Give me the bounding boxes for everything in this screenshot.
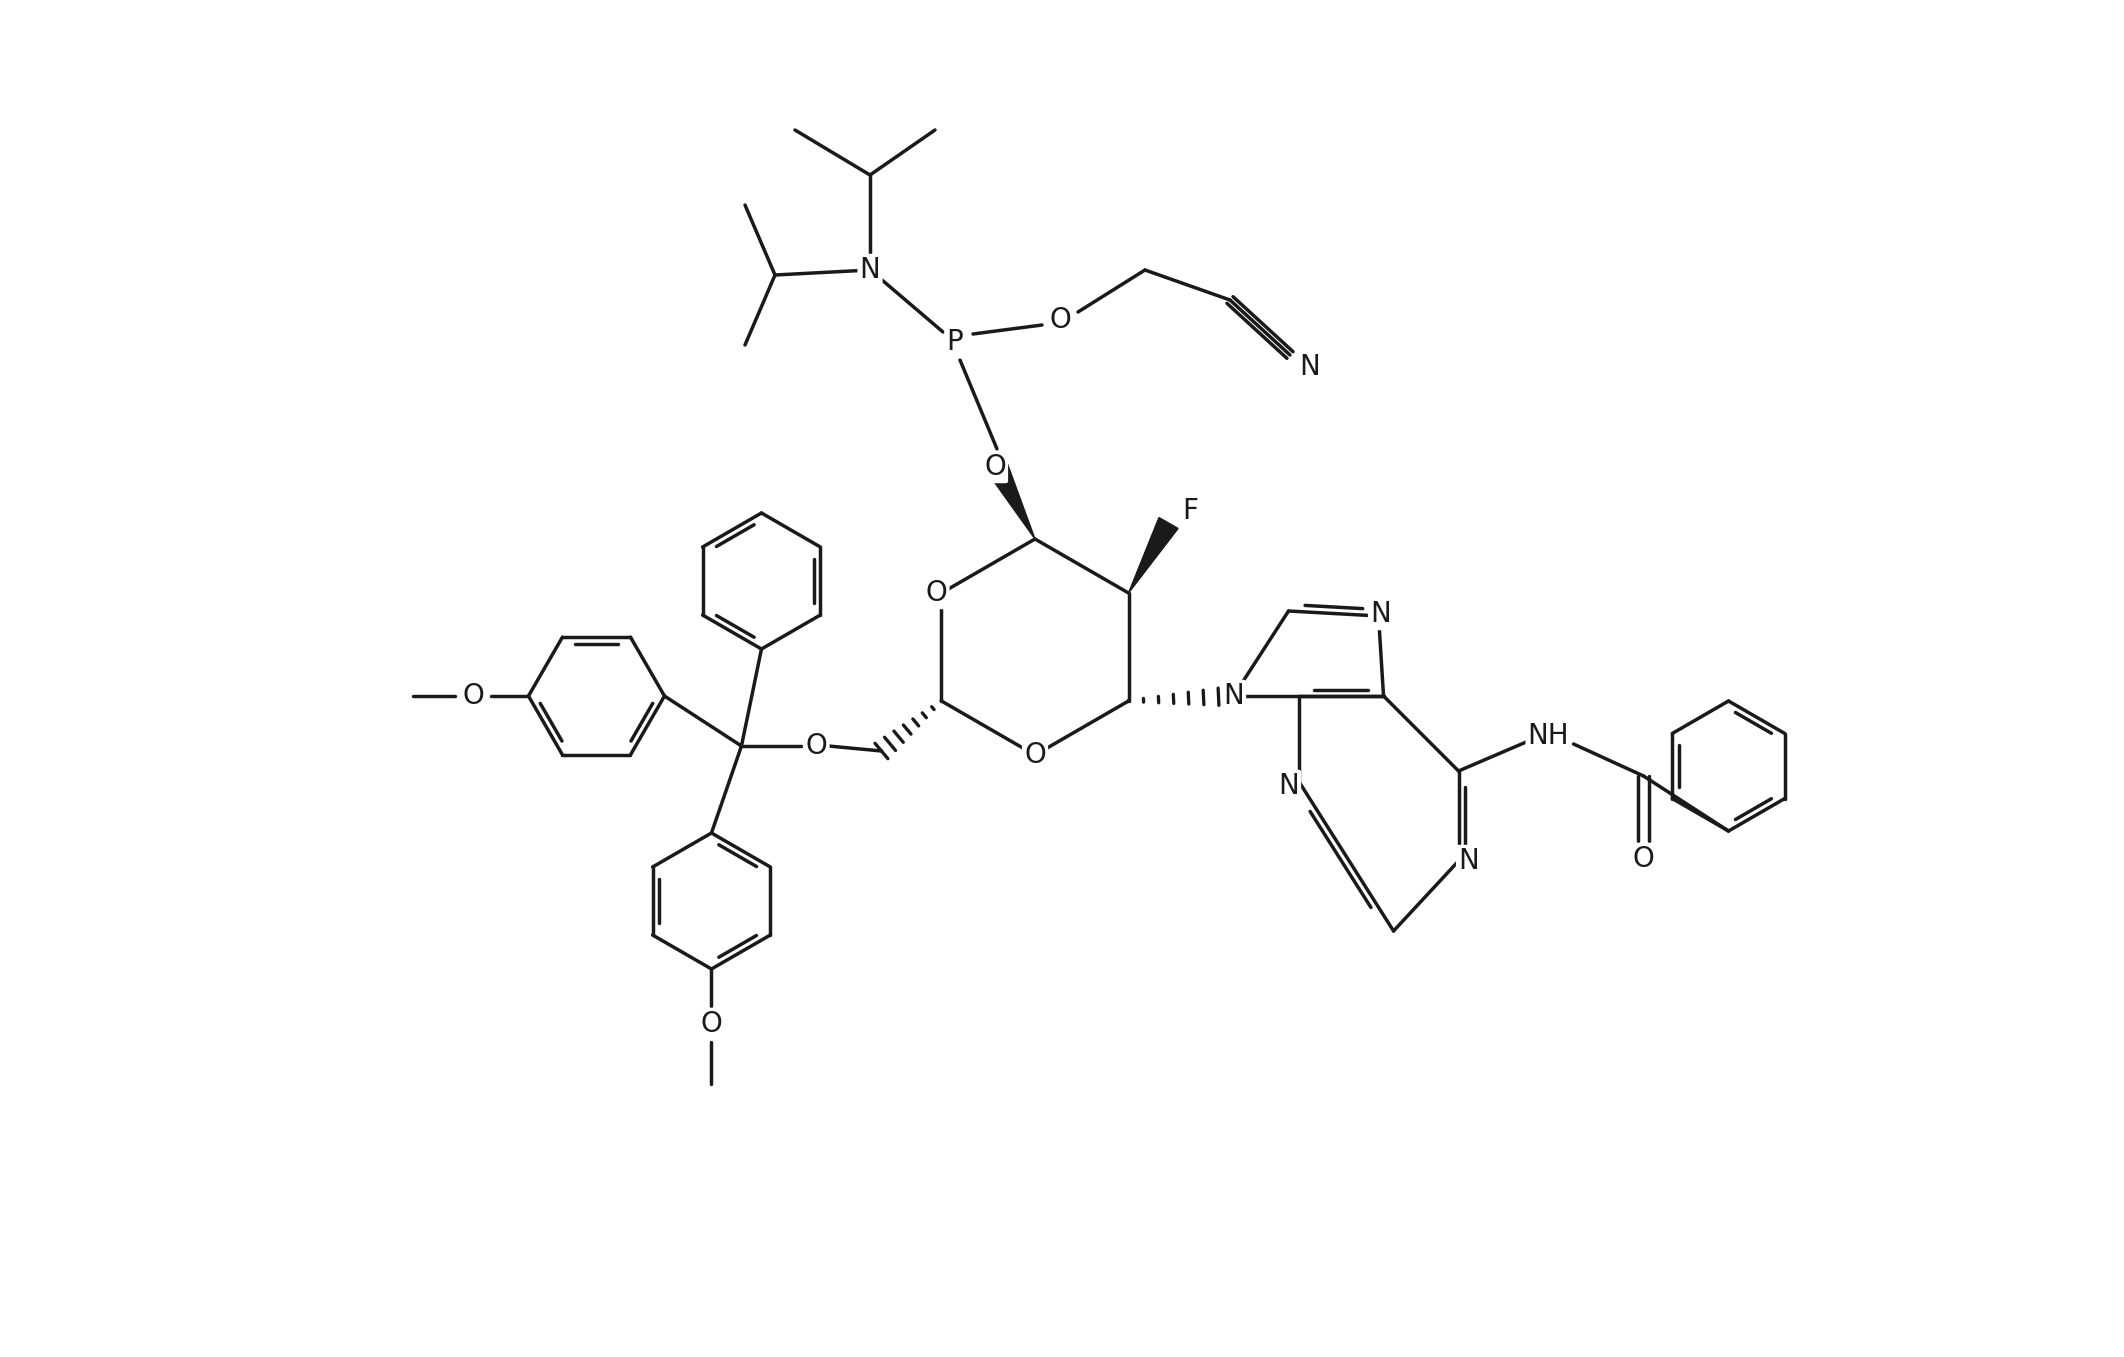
Text: O: O bbox=[805, 731, 828, 760]
Text: N: N bbox=[1370, 600, 1391, 628]
Text: O: O bbox=[1024, 741, 1045, 769]
Text: O: O bbox=[463, 683, 484, 710]
Text: F: F bbox=[1183, 497, 1198, 525]
Text: O: O bbox=[1633, 845, 1655, 873]
Text: O: O bbox=[983, 453, 1007, 480]
Text: O: O bbox=[1049, 305, 1070, 334]
Text: N: N bbox=[1279, 772, 1300, 801]
Text: N: N bbox=[1300, 353, 1321, 381]
Text: P: P bbox=[947, 328, 964, 356]
Text: N: N bbox=[1223, 683, 1245, 710]
Text: O: O bbox=[701, 1010, 722, 1038]
Text: O: O bbox=[926, 579, 947, 607]
Text: N: N bbox=[1459, 847, 1478, 875]
Polygon shape bbox=[988, 461, 1034, 539]
Text: NH: NH bbox=[1527, 722, 1570, 750]
Polygon shape bbox=[1128, 517, 1179, 593]
Text: N: N bbox=[860, 256, 879, 284]
